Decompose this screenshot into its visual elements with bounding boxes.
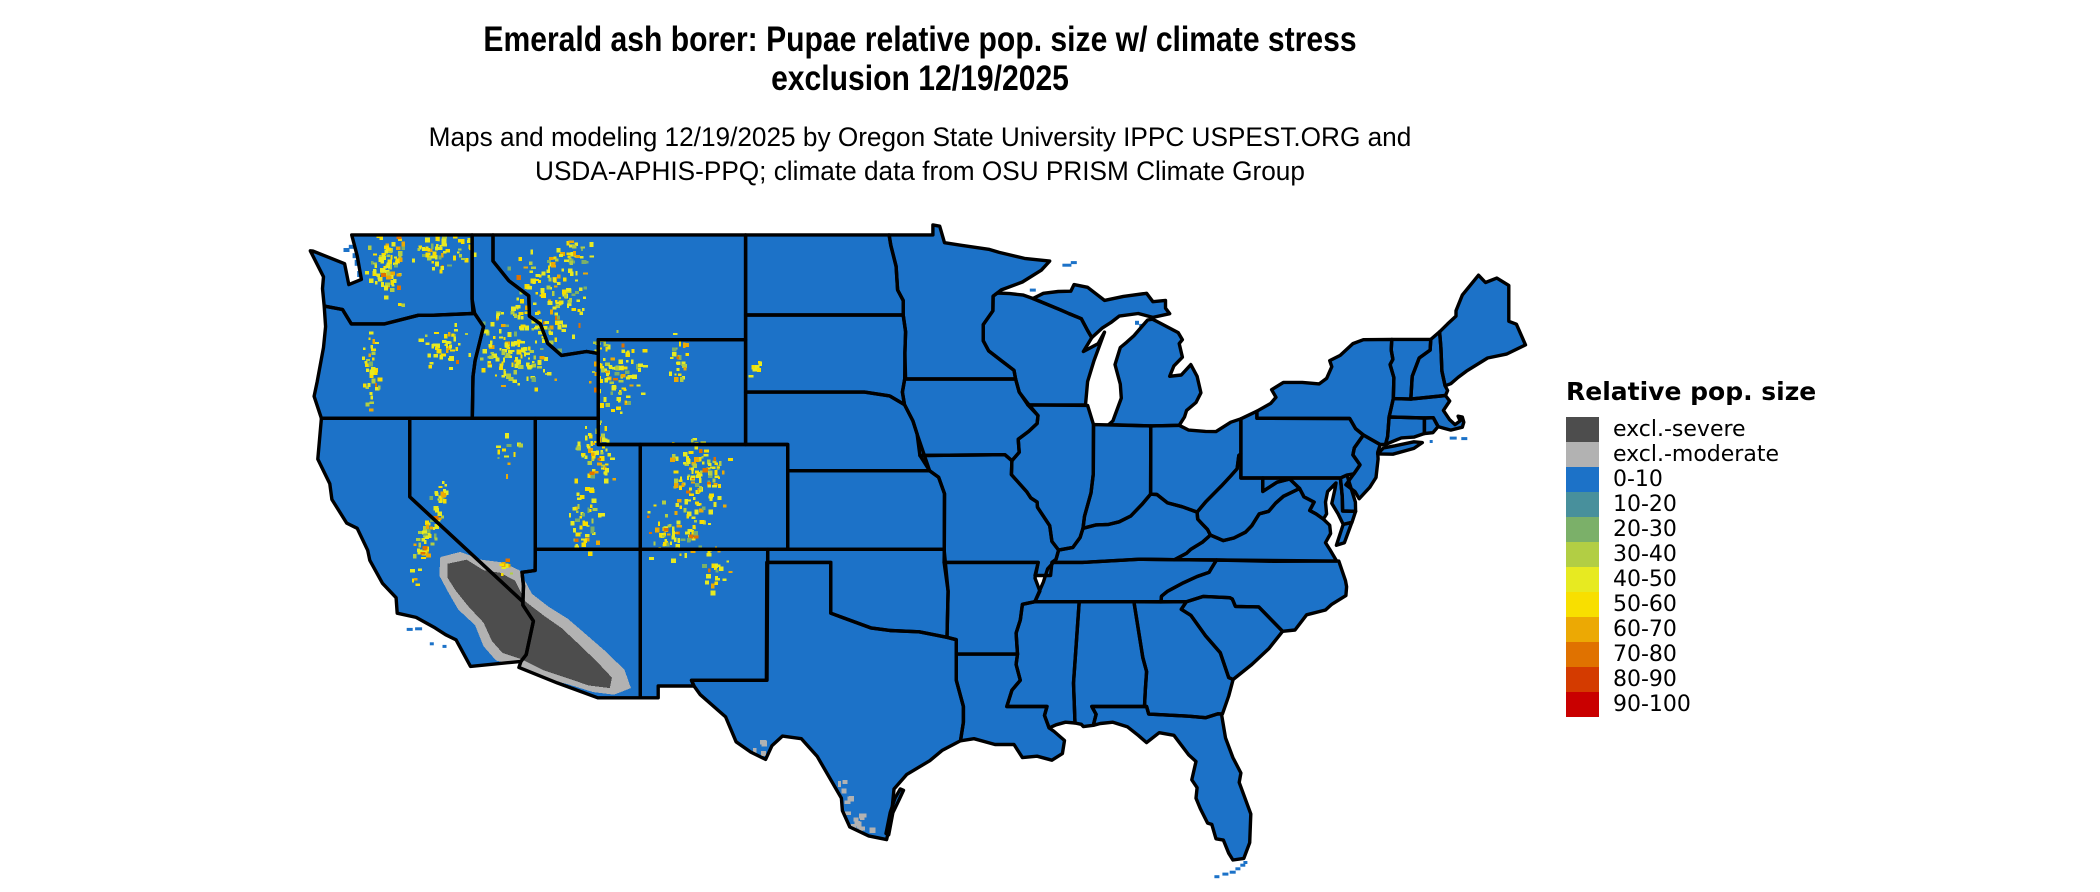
legend-row: 20-30 [1566,517,1816,542]
legend-swatch [1566,467,1599,492]
legend-swatch [1566,642,1599,667]
header: Emerald ash borer: Pupae relative pop. s… [0,20,1840,188]
legend-row: 50-60 [1566,592,1816,617]
legend-swatch [1566,517,1599,542]
map-title-line1: Emerald ash borer: Pupae relative pop. s… [483,20,1357,59]
map-title-line2: exclusion 12/19/2025 [771,59,1069,98]
legend-label: 40-50 [1613,567,1677,592]
legend-label: 70-80 [1613,642,1677,667]
legend-row: 90-100 [1566,692,1816,717]
legend-swatch [1566,617,1599,642]
legend-label: 20-30 [1613,517,1677,542]
legend-row: 30-40 [1566,542,1816,567]
legend-swatch [1566,492,1599,517]
legend: Relative pop. size excl.-severe excl.-mod… [1566,378,1816,717]
map-title: Emerald ash borer: Pupae relative pop. s… [129,20,1711,98]
legend-label: excl.-moderate [1613,442,1779,467]
legend-swatch [1566,667,1599,692]
map-subtitle-line2: USDA-APHIS-PPQ; climate data from OSU PR… [535,156,1305,186]
map-subtitle: Maps and modeling 12/19/2025 by Oregon S… [28,120,1813,188]
us-map-svg [308,223,1528,879]
legend-label: 0-10 [1613,467,1663,492]
legend-row: 0-10 [1566,467,1816,492]
legend-label: 90-100 [1613,692,1691,717]
legend-swatch [1566,417,1599,442]
legend-swatch [1566,542,1599,567]
us-map [293,216,1538,880]
legend-row: 60-70 [1566,617,1816,642]
legend-label: 10-20 [1613,492,1677,517]
legend-row: 70-80 [1566,642,1816,667]
legend-swatch [1566,567,1599,592]
legend-label: excl.-severe [1613,417,1746,442]
legend-swatch [1566,442,1599,467]
legend-row: excl.-moderate [1566,442,1816,467]
legend-row: 40-50 [1566,567,1816,592]
legend-rows: excl.-severe excl.-moderate 0-10 10-20 20-30… [1566,417,1816,717]
legend-label: 30-40 [1613,542,1677,567]
legend-swatch [1566,592,1599,617]
legend-swatch [1566,692,1599,717]
legend-label: 50-60 [1613,592,1677,617]
legend-row: 80-90 [1566,667,1816,692]
legend-title: Relative pop. size [1566,377,1817,406]
legend-label: 60-70 [1613,617,1677,642]
map-subtitle-line1: Maps and modeling 12/19/2025 by Oregon S… [428,122,1412,152]
legend-row: excl.-severe [1566,417,1816,442]
legend-row: 10-20 [1566,492,1816,517]
legend-label: 80-90 [1613,667,1677,692]
